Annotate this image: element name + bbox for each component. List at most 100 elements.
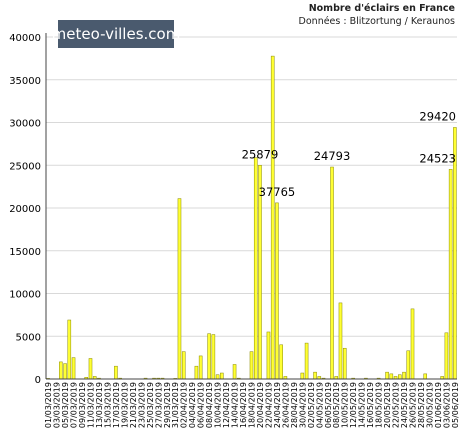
x-tick-label: 22/04/2019 xyxy=(264,382,273,428)
y-tick-label: 30000 xyxy=(9,119,41,130)
bar xyxy=(279,344,283,380)
bar-series xyxy=(46,55,457,380)
x-tick-label: 25/03/2019 xyxy=(146,382,155,428)
x-tick-label: 23/03/2019 xyxy=(137,382,146,428)
y-tick-label: 40000 xyxy=(9,33,41,44)
bar xyxy=(444,332,449,380)
x-tick-label: 24/05/2019 xyxy=(400,382,409,428)
x-tick-label: 31/03/2019 xyxy=(171,382,180,428)
x-tick-label: 11/03/2019 xyxy=(86,382,95,428)
bar xyxy=(194,365,199,380)
x-tick-label: 03/03/2019 xyxy=(53,382,62,428)
x-tick-label: 18/04/2019 xyxy=(248,382,257,428)
bar xyxy=(220,372,224,380)
bar xyxy=(275,202,279,380)
y-tick-label: 10000 xyxy=(9,290,41,301)
x-tick-label: 27/03/2019 xyxy=(154,382,163,428)
bar xyxy=(342,347,347,380)
x-tick-label: 26/05/2019 xyxy=(409,382,418,428)
x-tick-label: 20/04/2019 xyxy=(256,382,265,428)
bar xyxy=(215,374,220,380)
x-tick-label: 14/05/2019 xyxy=(358,382,367,428)
bar xyxy=(67,319,72,380)
x-tick-label: 30/04/2019 xyxy=(298,382,307,428)
bar xyxy=(402,371,406,380)
logo-box xyxy=(58,20,174,48)
x-tick-label: 12/04/2019 xyxy=(222,382,231,428)
x-tick-label: 02/05/2019 xyxy=(307,382,316,428)
bar xyxy=(313,371,317,380)
bar xyxy=(398,374,402,380)
x-tick-label: 14/04/2019 xyxy=(231,382,240,428)
chart-title: Nombre d'éclairs en France xyxy=(309,3,455,14)
x-tick-label: 30/05/2019 xyxy=(425,382,434,428)
x-tick-label: 18/05/2019 xyxy=(375,382,384,428)
x-tick-label: 16/05/2019 xyxy=(366,382,375,428)
chart-subtitle: Données : Blitzortung / Keraunos xyxy=(299,16,455,27)
y-tick-label: 15000 xyxy=(9,247,41,258)
x-tick-label: 03/06/2019 xyxy=(442,382,451,428)
bar xyxy=(59,361,63,380)
bar xyxy=(338,302,343,380)
data-label: 24793 xyxy=(314,149,351,163)
x-tick-label: 05/06/2019 xyxy=(451,382,460,428)
x-tick-label: 04/04/2019 xyxy=(188,382,197,428)
x-tick-label: 06/05/2019 xyxy=(324,382,333,428)
logo-text: meteo-villes.com xyxy=(52,25,181,43)
x-tick-label: 19/03/2019 xyxy=(120,382,129,428)
annotations: 25879 37765 24793 24523 29420 xyxy=(242,109,456,198)
x-tick-label: 01/06/2019 xyxy=(434,382,443,428)
x-tick-label: 22/05/2019 xyxy=(392,382,401,428)
bar xyxy=(389,373,394,380)
x-tick-label: 09/03/2019 xyxy=(78,382,87,428)
bar xyxy=(249,351,254,380)
grid-lines xyxy=(46,36,457,337)
y-tick-label: 20000 xyxy=(9,204,41,215)
x-tick-label: 08/04/2019 xyxy=(205,382,214,428)
bar xyxy=(63,363,67,380)
x-tick-label: 05/03/2019 xyxy=(61,382,70,428)
bar xyxy=(270,55,275,380)
bar xyxy=(177,198,182,380)
x-tick-label: 13/03/2019 xyxy=(95,382,104,428)
x-tick-label: 12/05/2019 xyxy=(349,382,358,428)
x-tick-label: 16/04/2019 xyxy=(239,382,248,428)
x-tick-label: 24/04/2019 xyxy=(273,382,282,428)
x-tick-label: 10/04/2019 xyxy=(214,382,223,428)
x-tick-label: 06/04/2019 xyxy=(197,382,206,428)
y-tick-label: 25000 xyxy=(9,161,41,172)
x-tick-label: 04/05/2019 xyxy=(315,382,324,428)
data-label: 25879 xyxy=(242,147,279,161)
bar xyxy=(410,308,415,380)
data-label: 29420 xyxy=(419,109,456,123)
y-tick-label: 5000 xyxy=(16,332,41,343)
bar xyxy=(232,364,237,380)
x-tick-label: 21/03/2019 xyxy=(129,382,138,428)
bar xyxy=(181,351,186,380)
x-tick-label: 07/03/2019 xyxy=(70,382,79,428)
bar xyxy=(304,342,309,380)
bar xyxy=(253,157,258,380)
data-label: 24523 xyxy=(419,151,456,165)
bar xyxy=(211,334,216,380)
bar xyxy=(330,166,334,380)
bar xyxy=(385,371,389,380)
x-tick-label: 20/05/2019 xyxy=(383,382,392,428)
bar xyxy=(88,358,93,380)
data-label: 37765 xyxy=(259,185,296,199)
x-tick-label: 17/03/2019 xyxy=(112,382,121,428)
y-tick-label: 35000 xyxy=(9,76,41,87)
bar xyxy=(198,355,203,380)
x-tick-label: 02/04/2019 xyxy=(180,382,189,428)
x-tick-label: 15/03/2019 xyxy=(103,382,112,428)
x-tick-label: 01/03/2019 xyxy=(44,382,53,428)
x-tick-label: 26/04/2019 xyxy=(281,382,290,428)
bar xyxy=(71,357,76,380)
x-tick-label: 28/05/2019 xyxy=(417,382,426,428)
x-tick-label: 10/05/2019 xyxy=(341,382,350,428)
bar xyxy=(448,169,453,380)
y-tick-label: 0 xyxy=(35,375,41,386)
bar xyxy=(114,365,118,380)
